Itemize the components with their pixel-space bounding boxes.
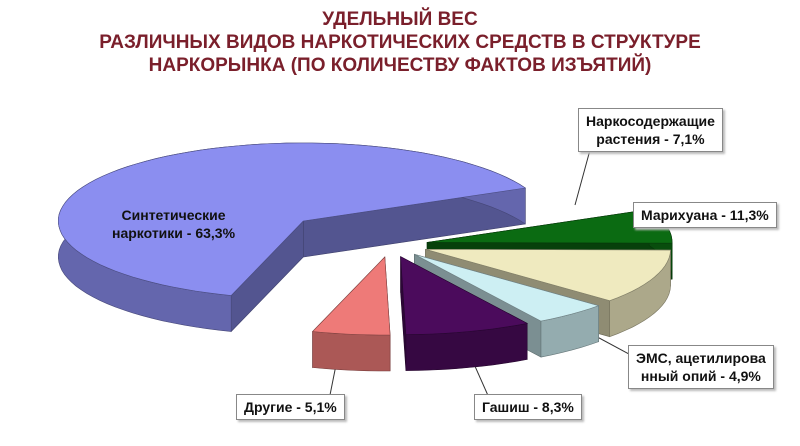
slice-wall — [312, 331, 391, 372]
data-label: Гашиш - 8,3% — [474, 394, 582, 420]
slice-top — [311, 256, 391, 336]
data-label: ЭМС, ацетилирова нный опий - 4,9% — [628, 345, 774, 389]
chart-title: УДЕЛЬНЫЙ ВЕС РАЗЛИЧНЫХ ВИДОВ НАРКОТИЧЕСК… — [99, 9, 701, 76]
pie-slice — [400, 256, 529, 371]
pie-slice — [311, 256, 391, 372]
slice-top — [57, 142, 527, 296]
slice-top — [414, 254, 600, 322]
data-label: Марихуана - 11,3% — [633, 202, 777, 228]
slice-top — [400, 256, 529, 335]
data-label: Наркосодержащие растения - 7,1% — [578, 108, 723, 152]
data-label: Другие - 5,1% — [236, 394, 345, 420]
data-label: Синтетические наркотики - 63,3% — [112, 207, 236, 241]
pie-slice — [57, 142, 527, 333]
slice-top — [425, 249, 671, 302]
leader-line — [574, 149, 591, 206]
